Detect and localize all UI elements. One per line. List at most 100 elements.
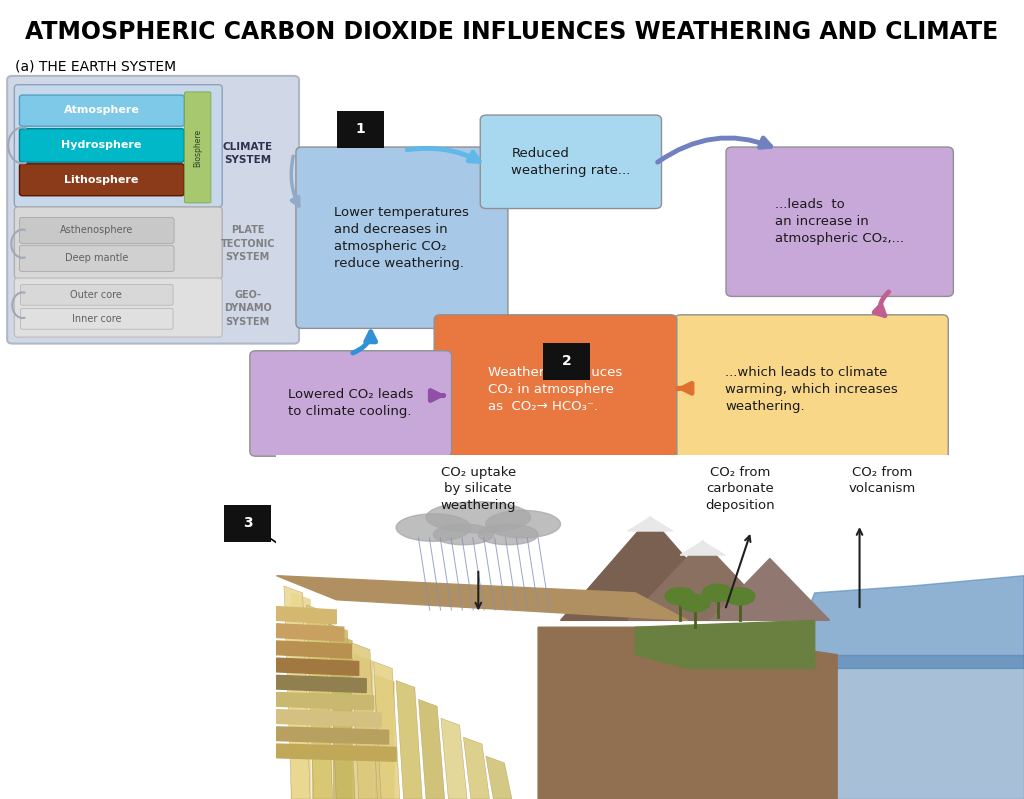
Polygon shape bbox=[276, 744, 396, 761]
FancyBboxPatch shape bbox=[19, 217, 174, 244]
Text: GEO-
DYNAMO
SYSTEM: GEO- DYNAMO SYSTEM bbox=[224, 290, 271, 327]
Ellipse shape bbox=[478, 524, 539, 545]
FancyArrowPatch shape bbox=[291, 156, 299, 206]
FancyBboxPatch shape bbox=[851, 666, 880, 696]
FancyBboxPatch shape bbox=[224, 505, 271, 542]
FancyBboxPatch shape bbox=[14, 85, 222, 207]
FancyArrowPatch shape bbox=[874, 292, 889, 316]
FancyArrowPatch shape bbox=[430, 391, 443, 400]
FancyBboxPatch shape bbox=[480, 115, 662, 209]
Ellipse shape bbox=[702, 584, 732, 602]
Text: ...which leads to climate
warming, which increases
weathering.: ...which leads to climate warming, which… bbox=[725, 366, 898, 413]
FancyBboxPatch shape bbox=[434, 315, 677, 464]
FancyBboxPatch shape bbox=[337, 111, 384, 148]
Ellipse shape bbox=[426, 502, 530, 533]
FancyArrowPatch shape bbox=[353, 332, 376, 353]
Text: ...leads  to
an increase in
atmospheric CO₂,...: ...leads to an increase in atmospheric C… bbox=[775, 198, 904, 245]
Polygon shape bbox=[375, 675, 394, 799]
Polygon shape bbox=[292, 593, 310, 799]
Polygon shape bbox=[329, 624, 355, 799]
Polygon shape bbox=[333, 634, 352, 799]
Text: 2: 2 bbox=[561, 354, 571, 368]
Polygon shape bbox=[276, 658, 358, 675]
Polygon shape bbox=[276, 575, 688, 620]
Text: ATMOSPHERIC CARBON DIOXIDE INFLUENCES WEATHERING AND CLIMATE: ATMOSPHERIC CARBON DIOXIDE INFLUENCES WE… bbox=[26, 20, 998, 44]
Text: Inner core: Inner core bbox=[72, 314, 121, 324]
Text: Asthenosphere: Asthenosphere bbox=[59, 225, 133, 235]
FancyBboxPatch shape bbox=[19, 95, 184, 126]
Polygon shape bbox=[354, 654, 373, 799]
Ellipse shape bbox=[396, 514, 471, 542]
Text: Lowered CO₂ leads
to climate cooling.: Lowered CO₂ leads to climate cooling. bbox=[288, 388, 414, 419]
Polygon shape bbox=[276, 624, 344, 641]
Text: 3: 3 bbox=[243, 516, 253, 531]
Polygon shape bbox=[276, 606, 336, 624]
Polygon shape bbox=[276, 675, 367, 693]
Polygon shape bbox=[396, 681, 422, 799]
Polygon shape bbox=[374, 662, 399, 799]
FancyArrowPatch shape bbox=[657, 138, 771, 162]
Text: CLIMATE
SYSTEM: CLIMATE SYSTEM bbox=[223, 141, 272, 165]
Ellipse shape bbox=[666, 588, 695, 605]
Text: 4: 4 bbox=[860, 674, 870, 688]
Polygon shape bbox=[441, 718, 467, 799]
Polygon shape bbox=[680, 542, 725, 555]
Polygon shape bbox=[463, 737, 489, 799]
Text: Biosphere: Biosphere bbox=[194, 129, 202, 167]
Text: CO₂ from
volcanism: CO₂ from volcanism bbox=[848, 466, 915, 495]
Text: Atmosphere: Atmosphere bbox=[63, 105, 139, 115]
Text: Lithosphere: Lithosphere bbox=[65, 175, 138, 185]
Text: Lower temperatures
and decreases in
atmospheric CO₂
reduce weathering.: Lower temperatures and decreases in atmo… bbox=[335, 205, 469, 270]
FancyBboxPatch shape bbox=[543, 343, 590, 380]
Text: 4: 4 bbox=[860, 674, 870, 688]
FancyBboxPatch shape bbox=[19, 129, 184, 162]
FancyArrowPatch shape bbox=[408, 149, 479, 161]
FancyBboxPatch shape bbox=[14, 207, 222, 279]
Ellipse shape bbox=[680, 594, 710, 612]
FancyBboxPatch shape bbox=[20, 284, 173, 305]
Polygon shape bbox=[276, 727, 389, 744]
Polygon shape bbox=[485, 756, 512, 799]
Polygon shape bbox=[784, 575, 1024, 669]
Polygon shape bbox=[351, 642, 378, 799]
FancyBboxPatch shape bbox=[7, 76, 299, 344]
Ellipse shape bbox=[433, 524, 494, 545]
Polygon shape bbox=[635, 620, 815, 669]
Polygon shape bbox=[710, 559, 829, 620]
Text: Weathering reduces
CO₂ in atmosphere
as  CO₂→ HCO₃⁻.: Weathering reduces CO₂ in atmosphere as … bbox=[488, 366, 623, 413]
FancyBboxPatch shape bbox=[675, 315, 948, 464]
Ellipse shape bbox=[485, 511, 560, 538]
Polygon shape bbox=[539, 627, 838, 799]
FancyBboxPatch shape bbox=[19, 164, 184, 196]
FancyArrowPatch shape bbox=[678, 384, 692, 393]
Text: Deep mantle: Deep mantle bbox=[65, 253, 128, 263]
Polygon shape bbox=[312, 614, 331, 799]
Polygon shape bbox=[284, 586, 310, 799]
FancyBboxPatch shape bbox=[250, 351, 452, 456]
Polygon shape bbox=[276, 641, 351, 658]
FancyBboxPatch shape bbox=[726, 147, 953, 296]
FancyBboxPatch shape bbox=[19, 245, 174, 272]
FancyBboxPatch shape bbox=[14, 278, 222, 337]
Text: CO₂ uptake
by silicate
weathering: CO₂ uptake by silicate weathering bbox=[440, 466, 516, 511]
FancyBboxPatch shape bbox=[184, 92, 211, 203]
FancyBboxPatch shape bbox=[296, 147, 508, 328]
Polygon shape bbox=[628, 517, 673, 531]
Polygon shape bbox=[276, 693, 374, 710]
Text: (a) THE EARTH SYSTEM: (a) THE EARTH SYSTEM bbox=[15, 60, 176, 74]
Polygon shape bbox=[784, 654, 1024, 799]
Text: PLATE
TECTONIC
SYSTEM: PLATE TECTONIC SYSTEM bbox=[220, 225, 275, 262]
Text: 1: 1 bbox=[355, 122, 366, 137]
Text: Reduced
weathering rate...: Reduced weathering rate... bbox=[511, 147, 631, 177]
Polygon shape bbox=[560, 517, 740, 620]
Text: CO₂ from
carbonate
deposition: CO₂ from carbonate deposition bbox=[706, 466, 775, 511]
Ellipse shape bbox=[725, 588, 755, 605]
FancyBboxPatch shape bbox=[842, 662, 889, 699]
Text: Outer core: Outer core bbox=[71, 290, 122, 300]
Text: Hydrosphere: Hydrosphere bbox=[61, 141, 141, 150]
Polygon shape bbox=[306, 605, 333, 799]
FancyBboxPatch shape bbox=[20, 308, 173, 329]
Polygon shape bbox=[419, 699, 444, 799]
Polygon shape bbox=[628, 542, 777, 620]
Polygon shape bbox=[276, 710, 381, 727]
